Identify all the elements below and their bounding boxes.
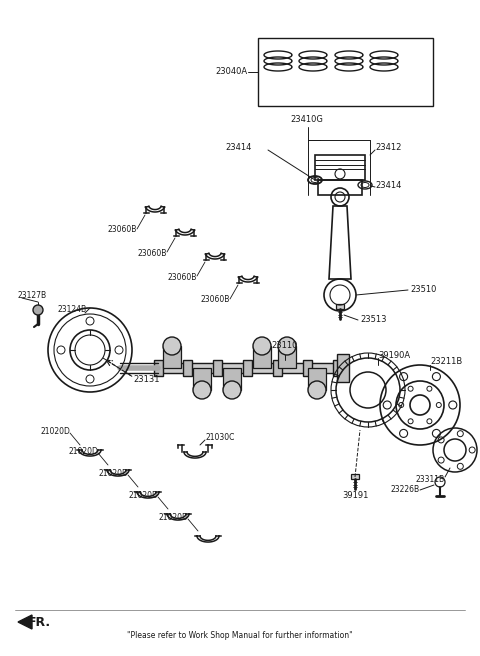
Text: 21020D: 21020D — [40, 428, 70, 436]
Text: 23131: 23131 — [133, 375, 159, 384]
Text: 23040A: 23040A — [216, 68, 248, 77]
Text: 21020D: 21020D — [68, 447, 98, 457]
Bar — [258, 38, 433, 106]
Text: 23060B: 23060B — [138, 249, 167, 258]
Bar — [273, 360, 281, 376]
Bar — [302, 360, 312, 376]
Text: FR.: FR. — [28, 615, 51, 628]
Text: 23414: 23414 — [225, 144, 252, 152]
Text: 21020D: 21020D — [158, 514, 188, 522]
Circle shape — [193, 381, 211, 399]
Bar — [318, 180, 362, 195]
Text: 23311B: 23311B — [416, 476, 445, 485]
Text: 23060B: 23060B — [168, 272, 197, 281]
Text: 23226B: 23226B — [391, 485, 420, 495]
Bar — [315, 155, 365, 180]
Circle shape — [308, 381, 326, 399]
Text: 23060B: 23060B — [108, 226, 137, 234]
Bar — [182, 360, 192, 376]
Bar — [253, 346, 271, 368]
Circle shape — [278, 337, 296, 355]
Text: 23410G: 23410G — [290, 115, 323, 125]
Text: 21030C: 21030C — [205, 432, 234, 441]
Text: 39190A: 39190A — [378, 350, 410, 359]
Bar — [308, 368, 326, 390]
Bar — [154, 360, 163, 376]
Text: 21020D: 21020D — [98, 470, 128, 478]
Circle shape — [253, 337, 271, 355]
Bar — [242, 360, 252, 376]
Text: 23211B: 23211B — [430, 358, 462, 367]
Bar — [351, 474, 359, 479]
Circle shape — [33, 305, 43, 315]
Circle shape — [223, 381, 241, 399]
Bar — [278, 346, 296, 368]
Text: 23060B: 23060B — [201, 295, 230, 304]
Bar — [336, 304, 344, 309]
Text: 39191: 39191 — [342, 491, 368, 499]
Circle shape — [163, 337, 181, 355]
Bar — [213, 360, 221, 376]
Text: 23513: 23513 — [360, 316, 386, 325]
Text: 23412: 23412 — [375, 144, 401, 152]
Polygon shape — [18, 615, 32, 629]
Bar — [337, 354, 349, 382]
Text: 23110: 23110 — [272, 340, 298, 350]
Text: 23124B: 23124B — [58, 306, 87, 314]
Text: "Please refer to Work Shop Manual for further information": "Please refer to Work Shop Manual for fu… — [127, 630, 353, 640]
Bar — [193, 368, 211, 390]
Text: 23127B: 23127B — [18, 291, 47, 300]
Bar — [333, 360, 341, 376]
Text: 21020D: 21020D — [128, 491, 158, 501]
Text: 23414: 23414 — [375, 180, 401, 190]
Bar — [163, 346, 181, 368]
Text: 23510: 23510 — [410, 285, 436, 295]
Bar — [223, 368, 241, 390]
